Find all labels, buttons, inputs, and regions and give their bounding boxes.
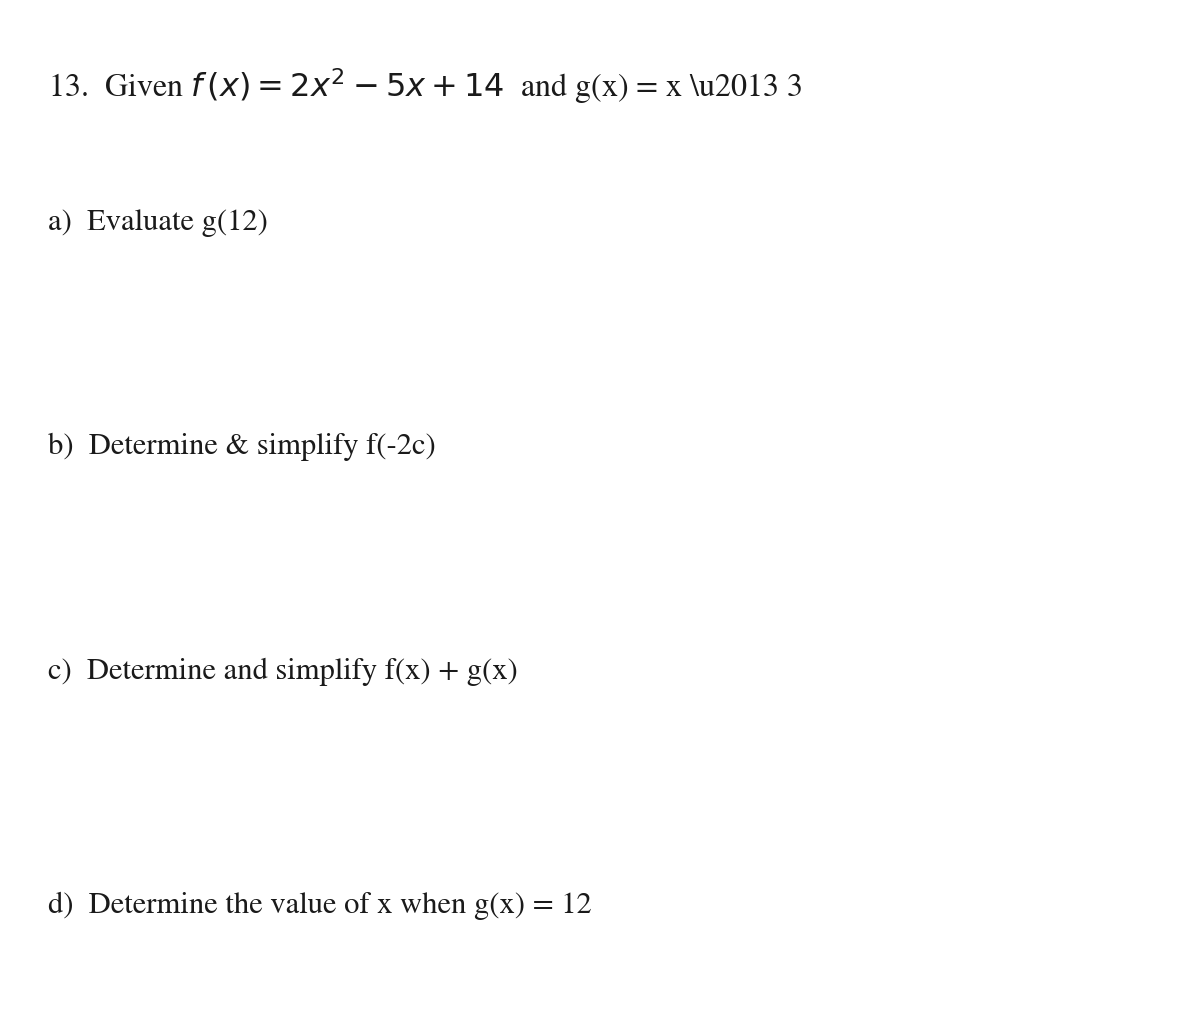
- Text: d)  Determine the value of x when g(x) = 12: d) Determine the value of x when g(x) = …: [48, 892, 592, 920]
- Text: b)  Determine & simplify f(-2c): b) Determine & simplify f(-2c): [48, 433, 436, 462]
- Text: 13.  Given $f\,(x) = 2x^2 - 5x + 14$  and g(x) = x \u2013 3: 13. Given $f\,(x) = 2x^2 - 5x + 14$ and …: [48, 66, 803, 106]
- Text: a)  Evaluate g(12): a) Evaluate g(12): [48, 209, 268, 236]
- Text: c)  Determine and simplify f(x) + g(x): c) Determine and simplify f(x) + g(x): [48, 657, 517, 686]
